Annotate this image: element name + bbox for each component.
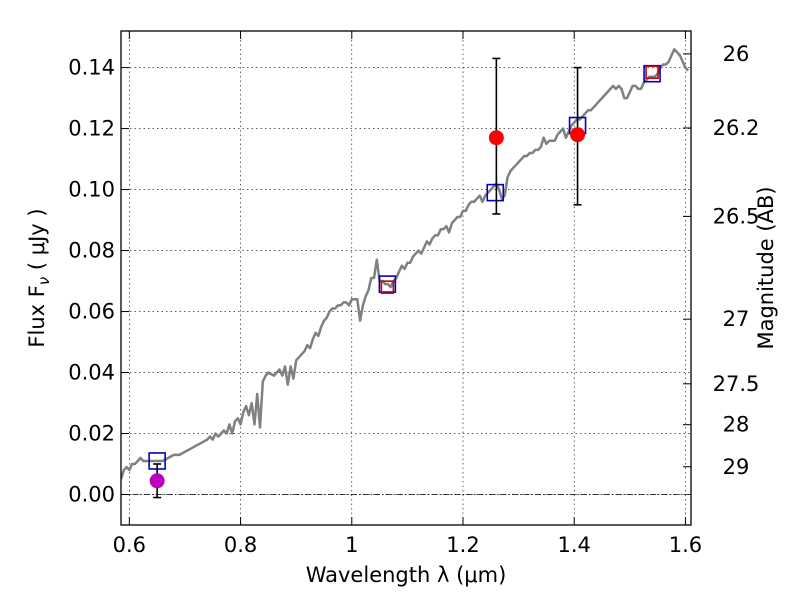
model-spectrum-line [121,48,690,480]
y-tick-label: 0.10 [68,178,115,202]
y-tick-label: 0.04 [68,361,115,385]
y2-tick-label: 27.5 [713,372,760,396]
model-photometry-square [380,280,395,294]
y-tick-label: 0.02 [68,422,115,446]
x-tick-label: 0.6 [113,533,146,557]
x-tick-label: 1 [345,533,358,557]
x-tick-label: 1.6 [669,533,702,557]
y-tick-label: 0.06 [68,300,115,324]
plot-content [121,48,690,499]
observed-flux-point [570,127,586,143]
grid-lines [121,31,691,525]
y-tick-label: 0.14 [68,56,115,80]
y-axis-title-unit: ( μJy ) [25,208,49,276]
y2-tick-label: 28 [723,413,750,437]
model-photometry-square [645,65,659,79]
model-photometry-square [486,183,505,202]
model-photometry-square [378,275,397,293]
x-axis-title: Wavelength λ (μm) [306,563,507,587]
y-axis-title-main: Flux F [25,285,49,347]
y-axis-title-sub: ν [35,277,53,285]
axis-ticks [121,31,691,525]
y2-tick-label: 29 [723,455,750,479]
y-axis-title: Flux Fν ( μJy ) [25,208,53,347]
plot-frame [120,30,692,526]
axis-tick-labels: 0.6 0.8 1 1.2 1.4 1.6 0.00 0.02 0.04 0.06 0.08 0.10… [68,42,759,557]
y-tick-label: 0.00 [68,483,115,507]
x-tick-label: 1.4 [558,533,591,557]
y2-tick-label: 26.5 [713,204,760,228]
y2-tick-label: 26.2 [713,116,760,140]
observed-flux-point [488,130,504,146]
x-tick-label: 0.8 [224,533,257,557]
y-tick-label: 0.12 [68,117,115,141]
plot-series [121,48,690,499]
y2-tick-label: 26 [723,42,750,66]
x-tick-label: 1.2 [446,533,479,557]
secondary-y-axis-title: Magnitude (AB) [754,186,778,349]
y-tick-label: 0.08 [68,239,115,263]
observed-flux-point [149,473,165,489]
y2-tick-label: 27 [723,307,750,331]
